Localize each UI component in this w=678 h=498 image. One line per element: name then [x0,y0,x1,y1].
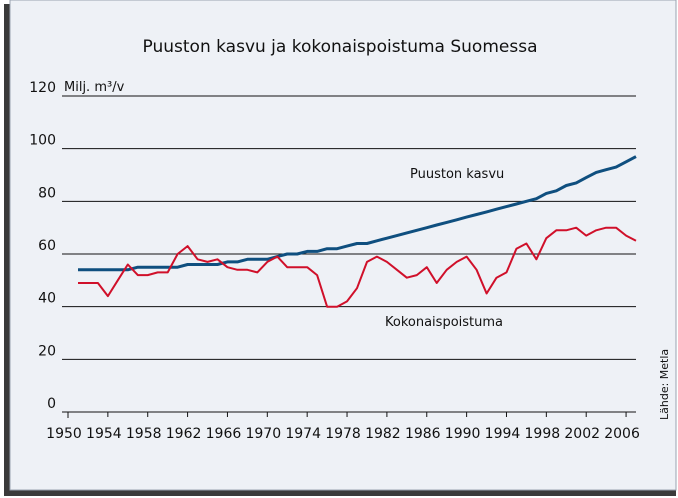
annotation: Puuston kasvu [410,167,504,182]
x-tick-label: 1950 [46,426,82,442]
y-tick-label: 120 [29,80,56,96]
x-tick-label: 1974 [285,426,321,442]
x-tick-label: 2006 [604,426,640,442]
panel [9,0,677,491]
x-tick-label: 2002 [564,426,600,442]
y-tick-label: 100 [29,133,56,149]
y-tick-label: 40 [38,291,56,307]
x-tick-label: 1994 [485,426,521,442]
x-tick-label: 1986 [405,426,441,442]
x-tick-label: 1970 [245,426,281,442]
x-tick-label: 1966 [206,426,242,442]
y-tick-label: 80 [38,185,56,201]
y-tick-label: 60 [38,238,56,254]
x-tick-label: 1982 [365,426,401,442]
y-tick-label: 20 [38,343,56,359]
x-tick-label: 1962 [166,426,202,442]
series-line [78,226,637,308]
x-tick-label: 1990 [445,426,481,442]
x-tick-label: 1998 [525,426,561,442]
annotation: Kokonaispoistuma [385,315,503,330]
x-tick-label: 1958 [126,426,162,442]
source: Lähde: Metla [658,349,671,420]
chart-title: Puuston kasvu ja kokonaispoistuma Suomes… [143,37,538,57]
y-axis-label: Milj. m³/v [64,80,125,95]
x-tick-label: 1978 [325,426,361,442]
x-tick-label: 1954 [86,426,122,442]
y-tick-label: 0 [47,396,56,412]
